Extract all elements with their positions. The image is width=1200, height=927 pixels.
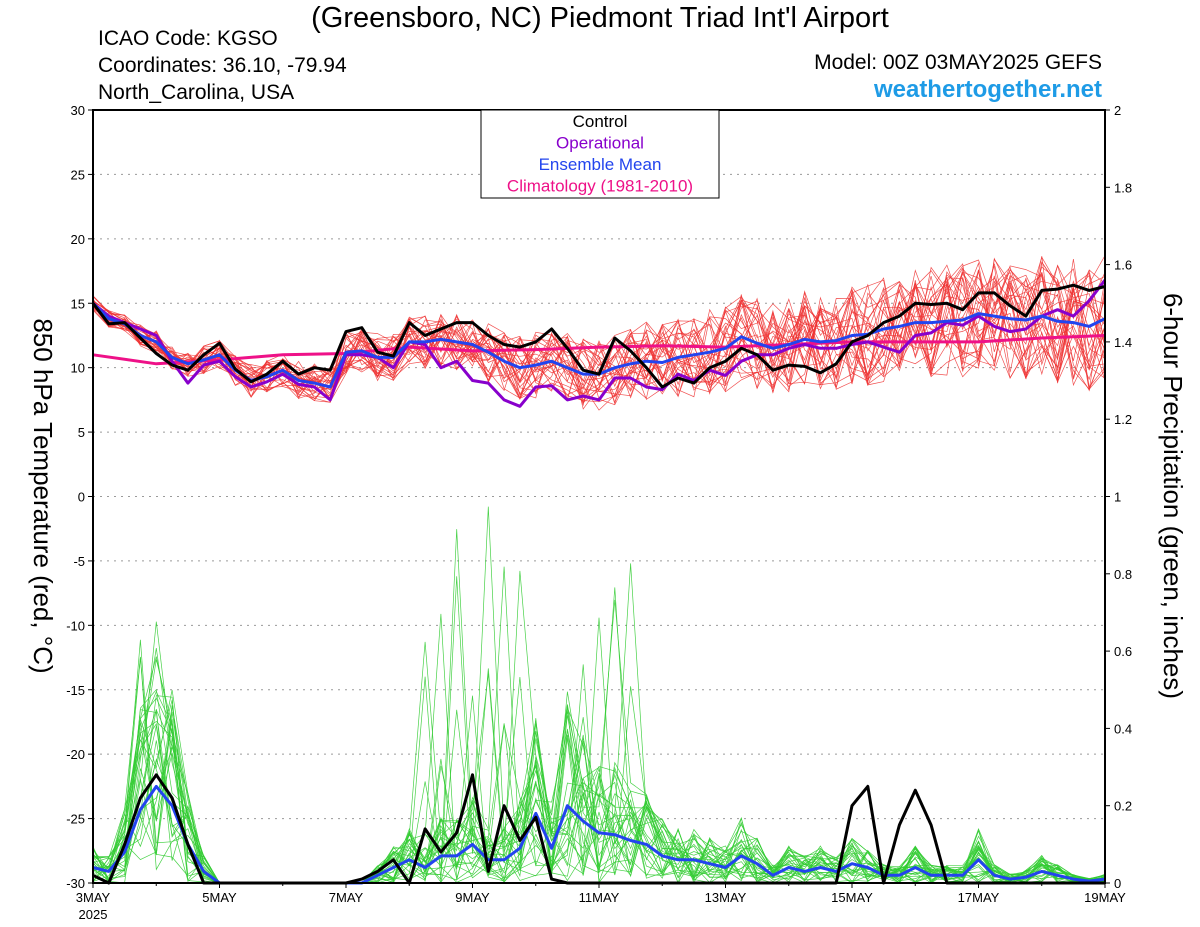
model-run-label: Model: 00Z 03MAY2025 GEFS — [814, 51, 1102, 74]
page-title: (Greensboro, NC) Piedmont Triad Int'l Ai… — [311, 2, 889, 34]
y2-tick-label: 1.4 — [1114, 335, 1132, 350]
y2-tick-label: 0.4 — [1114, 721, 1132, 736]
y-tick-label: 25 — [71, 167, 85, 182]
x-tick-label: 5MAY — [202, 890, 237, 905]
climatology-1981-2010-temperature-line — [92, 334, 1106, 366]
precipitation-member-line — [92, 617, 1106, 884]
temperature-member-line — [92, 263, 1106, 398]
y2-tick-label: 0.6 — [1114, 644, 1132, 659]
precipitation-member-line — [92, 708, 1106, 884]
grid-lines — [93, 173, 1105, 820]
precipitation-member-line — [92, 506, 1106, 884]
legend: Control Operational Ensemble Mean Climatolo… — [480, 109, 720, 199]
precipitation-member-line — [92, 676, 1106, 884]
precipitation-member-line — [92, 641, 1106, 884]
legend-item: Operational — [556, 134, 644, 153]
legend-item: Control — [573, 112, 628, 131]
y-axis-label: 850 hPa Temperature (red, °C) — [28, 318, 58, 673]
y2-tick-label: 2 — [1114, 103, 1121, 118]
temperature-member-line — [92, 264, 1106, 401]
y2-tick-label: 1.6 — [1114, 258, 1132, 273]
region-label: North_Carolina, USA — [98, 81, 295, 104]
temperature-member-line — [92, 265, 1106, 398]
ensemble-members — [92, 255, 1106, 884]
x-tick-label: 3MAY — [76, 890, 111, 905]
temperature-member-line — [92, 256, 1106, 394]
y2-tick-label: 1 — [1114, 490, 1121, 505]
y-tick-label: -25 — [66, 812, 85, 827]
y2-axis-label: 6-hour Precipitation (green, inches) — [1158, 293, 1188, 699]
x-tick-label: 19MAY — [1084, 890, 1126, 905]
y-tick-label: 5 — [78, 425, 85, 440]
x-tick-label: 9MAY — [455, 890, 490, 905]
legend-box — [480, 109, 720, 199]
axis-ticks: 302520151050-5-10-15-20-25-3021.81.61.41… — [66, 103, 1132, 922]
y2-tick-label: 0.8 — [1114, 567, 1132, 582]
precipitation-member-line — [92, 648, 1106, 884]
control-precipitation-line — [92, 773, 1105, 885]
y2-tick-label: 0.2 — [1114, 799, 1132, 814]
temperature-member-line — [92, 265, 1106, 400]
x-tick-label: 17MAY — [958, 890, 1000, 905]
x-tick-sublabel: 2025 — [79, 907, 108, 922]
y2-tick-label: 1.8 — [1114, 180, 1132, 195]
icao-code-label: ICAO Code: KGSO — [98, 27, 278, 50]
precipitation-member-line — [92, 752, 1106, 884]
precipitation-member-line — [92, 599, 1106, 884]
site-link[interactable]: weathertogether.net — [873, 76, 1102, 103]
operational-temperature-line — [92, 279, 1107, 408]
x-tick-label: 11MAY — [579, 890, 620, 905]
y-tick-label: 20 — [71, 232, 85, 247]
y2-tick-label: 1.2 — [1114, 412, 1132, 427]
temperature-member-line — [92, 277, 1106, 404]
y2-tick-label: 0 — [1114, 876, 1121, 891]
y-tick-label: -30 — [66, 876, 85, 891]
coordinates-label: Coordinates: 36.10, -79.94 — [98, 54, 347, 77]
x-tick-label: 13MAY — [705, 890, 747, 905]
control-temperature-line — [91, 283, 1106, 389]
x-tick-label: 7MAY — [329, 890, 364, 905]
y-tick-label: -15 — [66, 683, 85, 698]
y-tick-label: 0 — [78, 490, 85, 505]
legend-item: Ensemble Mean — [539, 155, 662, 174]
precipitation-member-line — [92, 639, 1106, 884]
y-tick-label: -5 — [73, 554, 85, 569]
y-tick-label: 15 — [71, 296, 85, 311]
y-tick-label: 10 — [71, 361, 85, 376]
x-tick-label: 15MAY — [831, 890, 873, 905]
precipitation-member-line — [92, 621, 1106, 884]
precipitation-member-line — [92, 587, 1106, 884]
y-tick-label: -10 — [66, 618, 85, 633]
y-tick-label: 30 — [71, 103, 85, 118]
temperature-member-line — [92, 261, 1106, 402]
legend-item: Climatology (1981-2010) — [507, 177, 693, 196]
temperature-member-line — [92, 268, 1106, 386]
y-tick-label: -20 — [66, 747, 85, 762]
